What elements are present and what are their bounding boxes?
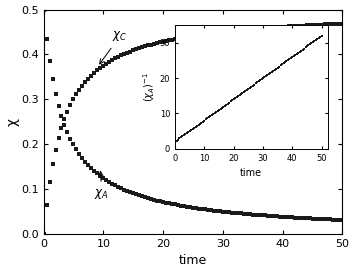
Y-axis label: χ: χ	[6, 118, 20, 126]
X-axis label: time: time	[179, 254, 207, 268]
Text: $\chi_A$: $\chi_A$	[94, 171, 109, 201]
Text: $\chi_C$: $\chi_C$	[100, 29, 127, 64]
